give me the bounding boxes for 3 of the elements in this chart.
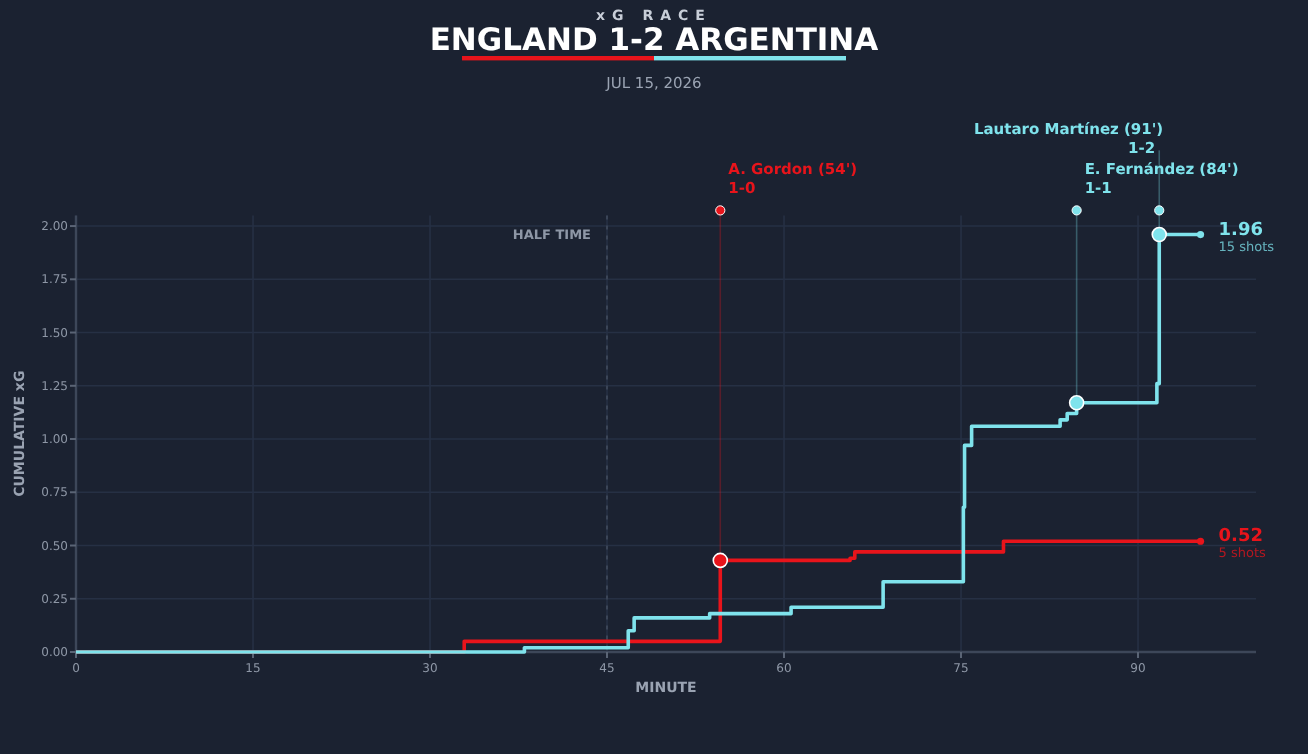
point bbox=[1068, 395, 1085, 411]
point bbox=[1151, 226, 1168, 243]
chart-title: ENGLAND 1-2 ARGENTINA bbox=[429, 22, 879, 58]
